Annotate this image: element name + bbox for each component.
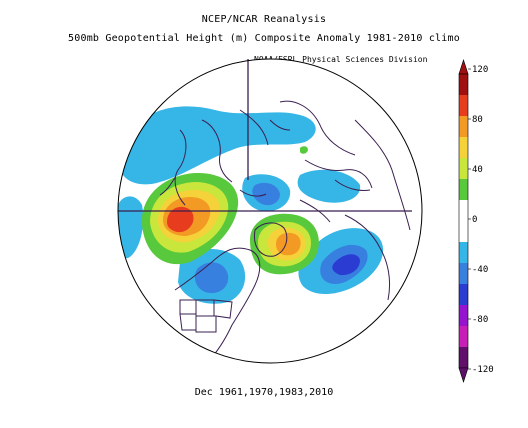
colorbar-segment: [459, 263, 468, 284]
anomaly-field: [118, 59, 422, 363]
colorbar-ticks: 120 80 40 0 -40 -80 -120: [468, 65, 494, 375]
coastlines: [159, 100, 411, 363]
colorbar-segment: [459, 74, 468, 95]
colorbar-segment: [459, 95, 468, 116]
colorbar-segment: [459, 158, 468, 179]
anomaly-deep-negative-center: [252, 182, 280, 206]
colorbar-segment: [459, 200, 468, 221]
colorbar-segment: [459, 326, 468, 347]
anomaly-negative-north: [118, 106, 316, 185]
anomaly-positive-center-100: [276, 232, 301, 256]
colorbar-tip-top: [458, 59, 469, 75]
map-boundary-circle: [117, 58, 423, 364]
colorbar-segment: [459, 221, 468, 242]
anomaly-positive-northeast: [300, 146, 308, 154]
colorbar: [458, 59, 469, 383]
colorbar-tick-label: 80: [472, 115, 483, 125]
colorbar-segment: [459, 347, 468, 368]
anomaly-deepest-negative-east: [332, 254, 360, 276]
colorbar-segment: [459, 137, 468, 158]
colorbar-segment: [459, 242, 468, 263]
title-line-1: NCEP/NCAR Reanalysis: [201, 14, 327, 25]
colorbar-segment: [459, 305, 468, 326]
colorbar-tip-bottom: [458, 367, 469, 383]
anomaly-deep-negative-south: [194, 262, 229, 294]
colorbar-tick-label: -120: [472, 365, 494, 375]
colorbar-tick-label: 40: [472, 165, 483, 175]
colorbar-segment: [459, 116, 468, 137]
credit-label: NOAA/ESRL Physical Sciences Division: [254, 55, 428, 64]
colorbar-tick-label: -80: [472, 315, 488, 325]
anomaly-positive-west-120: [167, 206, 194, 233]
title-line-2: 500mb Geopotential Height (m) Composite …: [68, 33, 460, 44]
anomaly-negative-northeast: [297, 169, 361, 203]
colorbar-tick-label: 120: [472, 65, 488, 75]
colorbar-tick-label: 0: [472, 215, 477, 225]
colorbar-segment: [459, 179, 468, 200]
colorbar-segment: [459, 284, 468, 305]
date-caption: Dec 1961,1970,1983,2010: [194, 387, 334, 398]
anomaly-negative-west: [118, 196, 144, 259]
colorbar-tick-label: -40: [472, 265, 488, 275]
